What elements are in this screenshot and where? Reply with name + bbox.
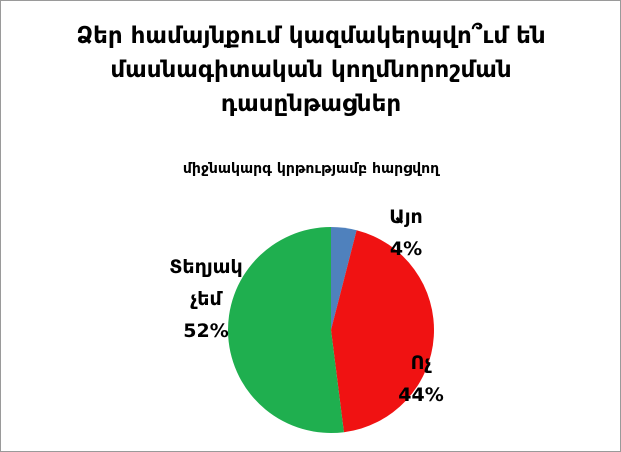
pie-slice (331, 230, 434, 433)
slice-label: Այո (389, 206, 423, 228)
slice-value-label: 52% (183, 320, 229, 342)
pie-slice (331, 227, 357, 330)
chart-title: Ձեր համայնքում կազմակերպվո՞ւմ են մասնագի… (76, 23, 546, 117)
slice-label: Ոչ (410, 352, 432, 374)
pie-slice (227, 227, 344, 434)
slice-label: Տեղյակ չեմ (169, 256, 243, 310)
chart-subtitle: միջնակարգ կրթությամբ հարցվող (182, 161, 440, 177)
slice-value-label: 44% (398, 384, 444, 406)
slice-value-label: 4% (389, 238, 423, 260)
